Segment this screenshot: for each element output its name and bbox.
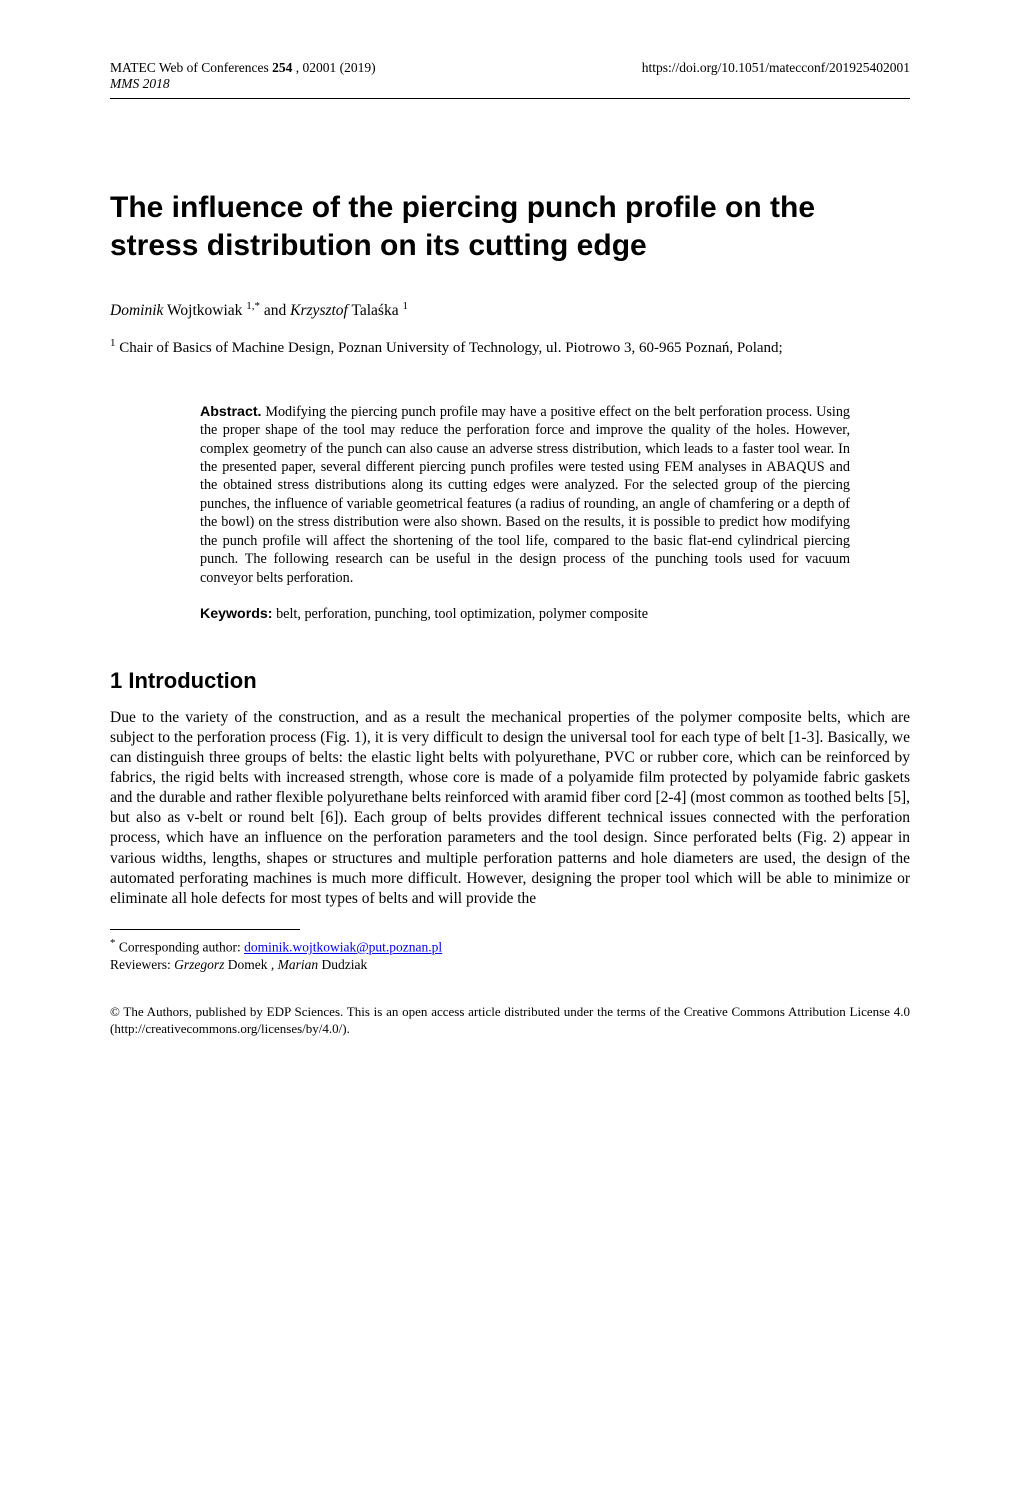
doi: https://doi.org/10.1051/matecconf/201925… <box>642 60 910 75</box>
abstract-text: Modifying the piercing punch profile may… <box>200 404 850 586</box>
article-number: 02001 <box>303 60 337 75</box>
affiliation-sup: 1 <box>110 337 116 349</box>
affiliation: 1 Chair of Basics of Machine Design, Poz… <box>110 336 910 359</box>
corresponding-label: Corresponding author: <box>119 940 244 955</box>
keywords-text: belt, perforation, punching, tool optimi… <box>276 606 648 622</box>
header-left: MATEC Web of Conferences 254 , 02001 (20… <box>110 60 376 92</box>
volume-number: 254 <box>272 60 292 75</box>
footnote-marker: * <box>110 937 116 949</box>
year: (2019) <box>340 60 376 75</box>
reviewer1-last: Domek <box>228 957 268 972</box>
section-1-heading: 1 Introduction <box>110 668 910 694</box>
reviewer-sep: , <box>271 957 278 972</box>
paper-title: The influence of the piercing punch prof… <box>110 189 910 264</box>
keywords: Keywords: belt, perforation, punching, t… <box>200 605 850 623</box>
abstract-label: Abstract. <box>200 404 262 420</box>
reviewer2-last: Dudziak <box>322 957 368 972</box>
header-right: https://doi.org/10.1051/matecconf/201925… <box>642 60 910 92</box>
author1-last: Wojtkowiak <box>167 302 242 319</box>
running-header: MATEC Web of Conferences 254 , 02001 (20… <box>110 60 910 99</box>
journal-name: MATEC Web of Conferences <box>110 60 269 75</box>
page: MATEC Web of Conferences 254 , 02001 (20… <box>0 0 1020 1087</box>
reviewers-label: Reviewers: <box>110 957 174 972</box>
corresponding-email-link[interactable]: dominik.wojtkowiak@put.poznan.pl <box>244 940 442 955</box>
footnote: * Corresponding author: dominik.wojtkowi… <box>110 936 910 974</box>
author2-first: Krzysztof <box>290 302 348 319</box>
abstract: Abstract. Modifying the piercing punch p… <box>200 403 850 588</box>
license-text: © The Authors, published by EDP Sciences… <box>110 1004 910 1038</box>
conference-name: MMS 2018 <box>110 76 376 92</box>
author2-sup: 1 <box>402 300 408 312</box>
keywords-label: Keywords: <box>200 606 273 622</box>
title-block: The influence of the piercing punch prof… <box>110 189 910 264</box>
footnote-separator <box>110 929 300 930</box>
author2-last: Talaśka <box>351 302 398 319</box>
author1-first: Dominik <box>110 302 163 319</box>
affiliation-text: Chair of Basics of Machine Design, Pozna… <box>119 340 782 356</box>
author1-sup: 1,* <box>246 300 260 312</box>
author-and: and <box>264 302 290 319</box>
reviewer1-first: Grzegorz <box>174 957 224 972</box>
section-1-body: Due to the variety of the construction, … <box>110 708 910 909</box>
authors-line: Dominik Wojtkowiak 1,* and Krzysztof Tal… <box>110 300 910 320</box>
reviewer2-first: Marian <box>278 957 319 972</box>
